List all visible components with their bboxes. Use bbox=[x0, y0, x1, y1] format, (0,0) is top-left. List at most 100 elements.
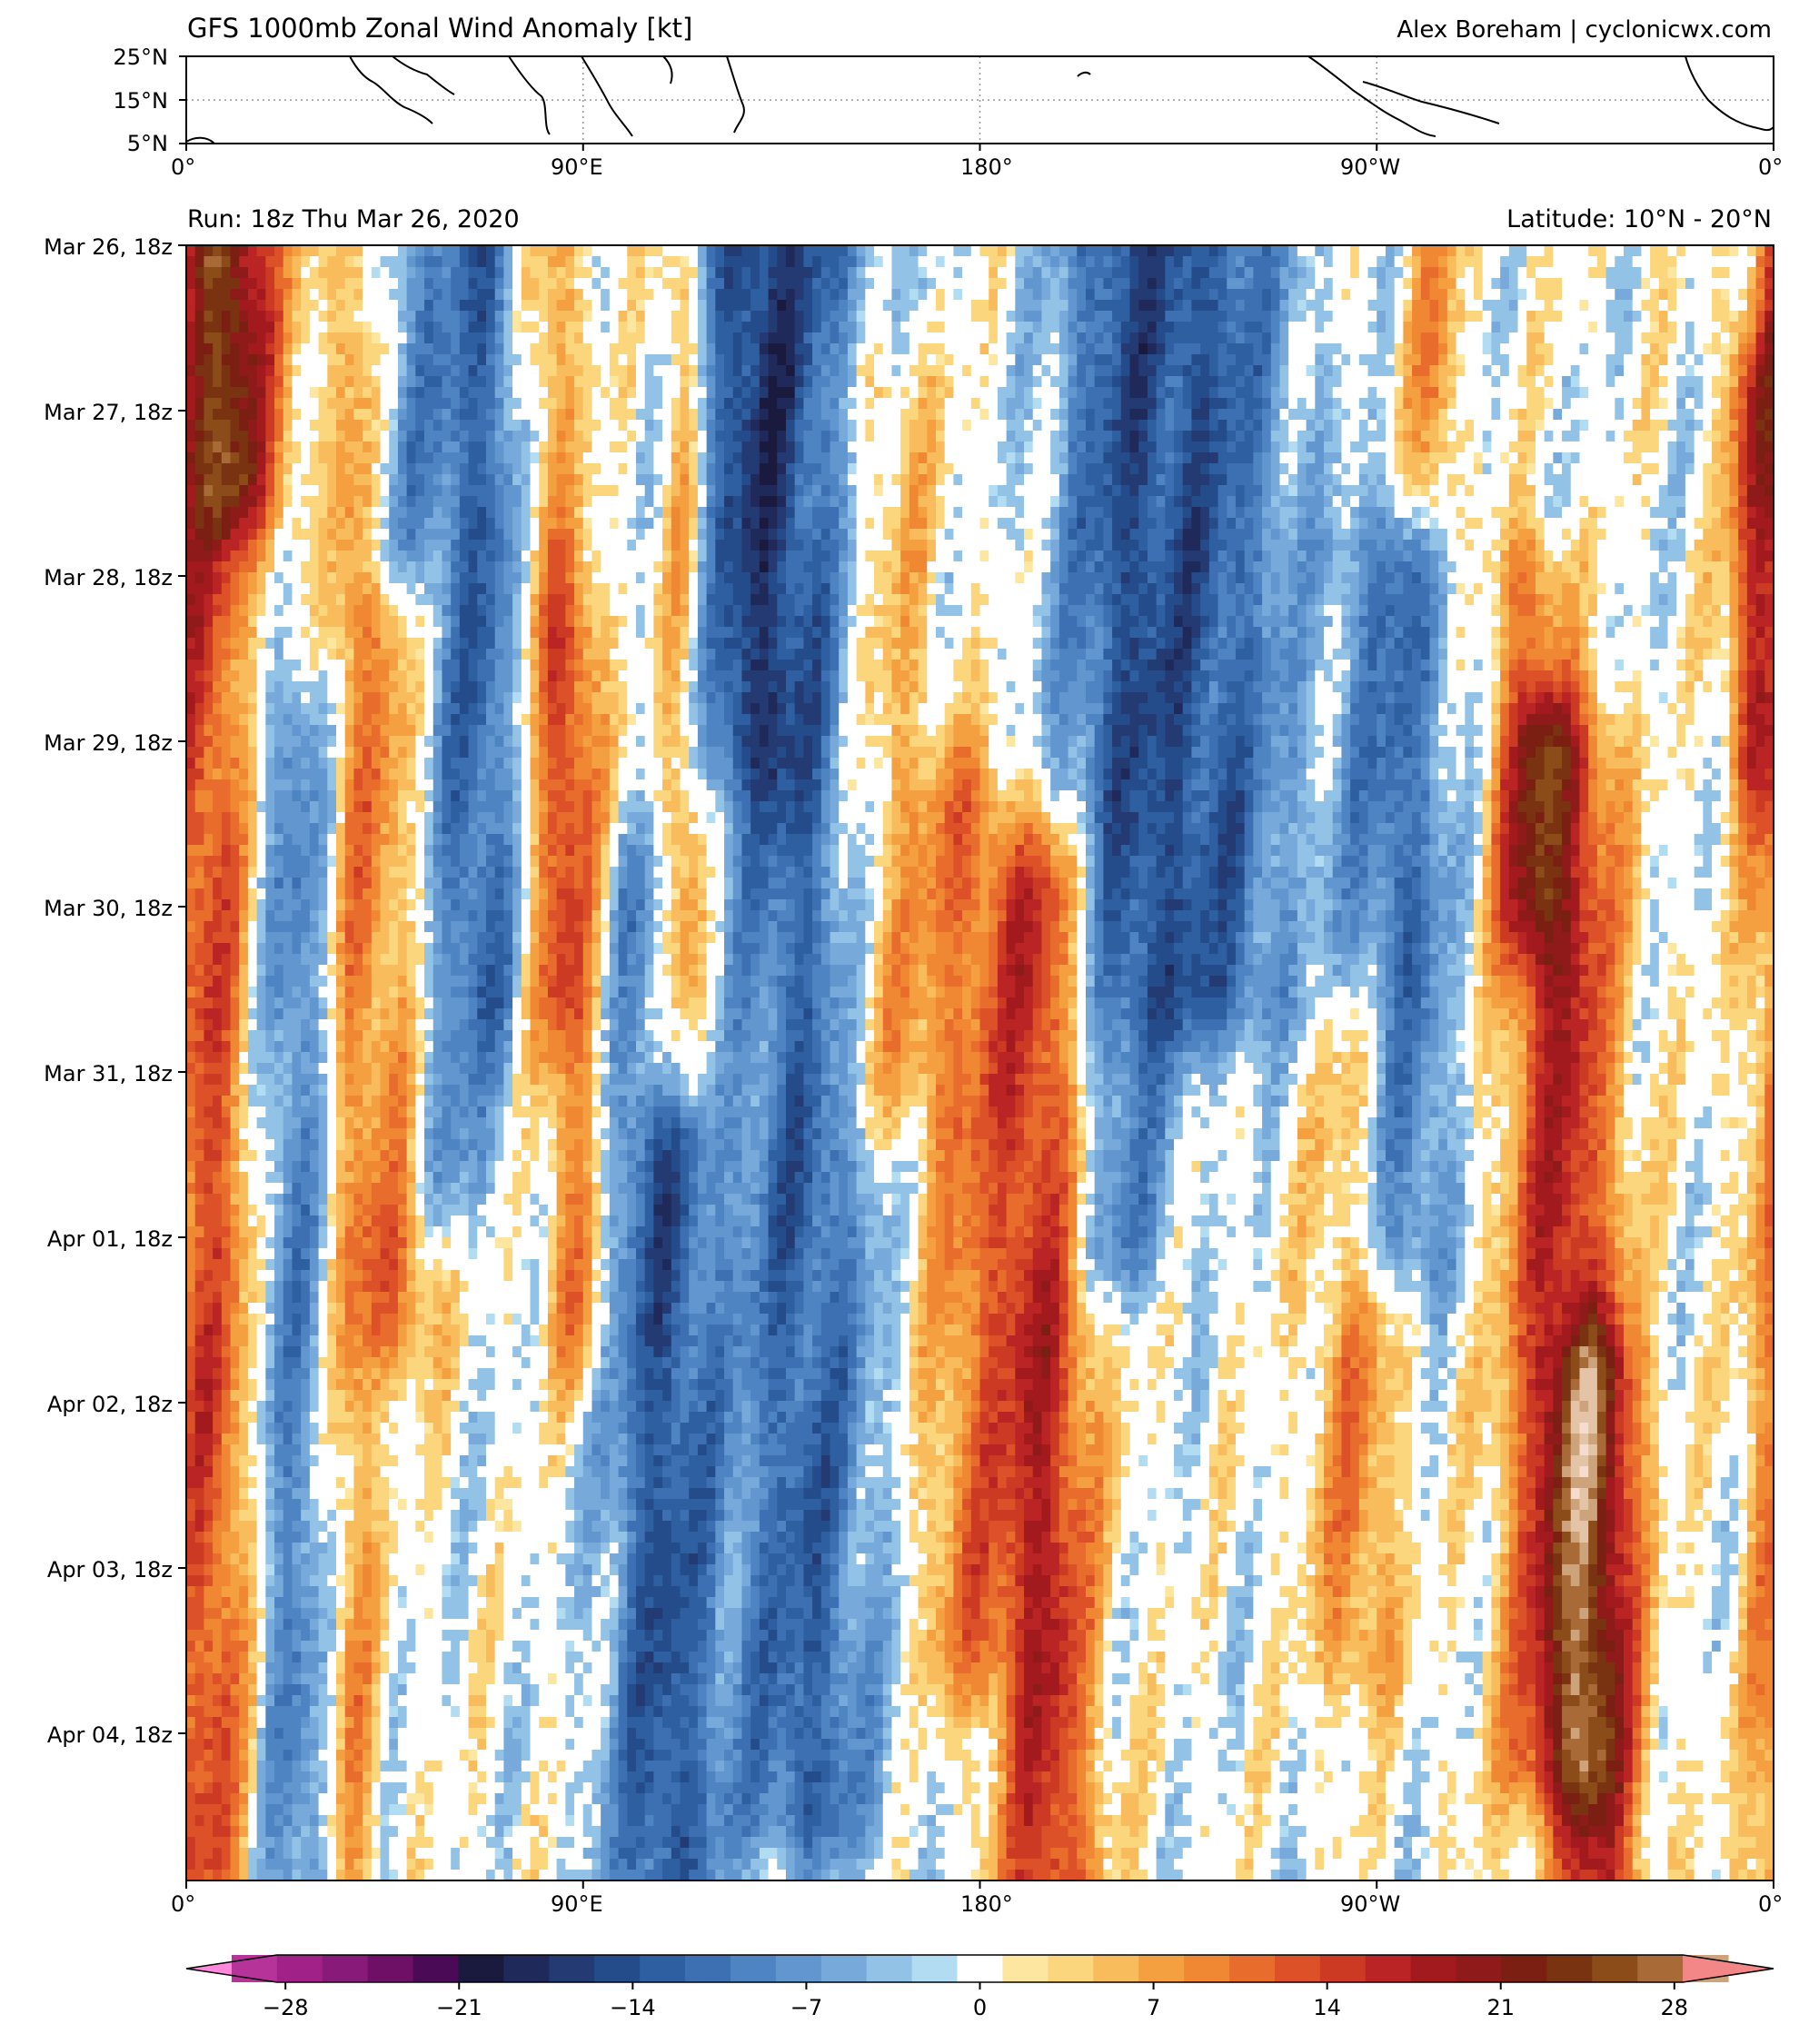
heatmap-cell bbox=[1236, 507, 1245, 519]
heatmap-cell bbox=[1395, 518, 1404, 530]
heatmap-cell bbox=[1447, 256, 1456, 268]
heatmap-cell bbox=[1641, 278, 1650, 290]
heatmap-cell bbox=[874, 463, 883, 475]
heatmap-cell bbox=[1333, 420, 1342, 432]
heatmap-cell bbox=[415, 343, 424, 355]
heatmap-cell bbox=[310, 529, 319, 541]
heatmap-cell bbox=[1218, 267, 1227, 279]
heatmap-cell bbox=[372, 332, 381, 344]
heatmap-cell bbox=[909, 529, 919, 541]
heatmap-cell bbox=[1157, 354, 1166, 366]
heatmap-cell bbox=[1121, 474, 1130, 486]
heatmap-cell bbox=[1165, 529, 1174, 541]
heatmap-cell bbox=[1588, 278, 1597, 290]
heatmap-cell bbox=[486, 420, 495, 432]
heatmap-cell bbox=[1615, 518, 1624, 530]
heatmap-cell bbox=[936, 322, 945, 333]
heatmap-cell bbox=[1112, 343, 1121, 355]
heatmap-cell bbox=[381, 540, 390, 551]
heatmap-cell bbox=[1307, 431, 1316, 442]
heatmap-cell bbox=[1641, 485, 1650, 497]
heatmap-cell bbox=[301, 354, 310, 366]
heatmap-cell bbox=[874, 485, 883, 497]
heatmap-cell bbox=[1307, 398, 1316, 410]
heatmap-cell bbox=[980, 420, 989, 432]
heatmap-cell bbox=[1148, 387, 1157, 399]
heatmap-cell bbox=[989, 256, 998, 268]
heatmap-cell bbox=[1227, 409, 1236, 421]
heatmap-cell bbox=[945, 332, 954, 344]
heatmap-cell bbox=[769, 409, 778, 421]
heatmap-cell bbox=[1465, 332, 1474, 344]
heatmap-cell bbox=[610, 322, 619, 333]
heatmap-cell bbox=[1112, 452, 1121, 464]
heatmap-cell bbox=[451, 300, 460, 312]
heatmap-cell bbox=[619, 267, 628, 279]
heatmap-cell bbox=[1253, 365, 1262, 377]
heatmap-cell bbox=[724, 409, 733, 421]
heatmap-cell bbox=[874, 431, 883, 442]
heatmap-cell bbox=[186, 518, 195, 530]
heatmap-cell bbox=[1624, 485, 1633, 497]
heatmap-cell bbox=[980, 463, 989, 475]
heatmap-cell bbox=[336, 267, 345, 279]
heatmap-cell bbox=[900, 300, 909, 312]
heatmap-cell bbox=[1227, 474, 1236, 486]
heatmap-cell bbox=[839, 311, 848, 322]
heatmap-cell bbox=[1447, 420, 1456, 432]
heatmap-cell bbox=[486, 518, 495, 530]
heatmap-cell bbox=[645, 463, 654, 475]
heatmap-cell bbox=[407, 518, 416, 530]
heatmap-cell bbox=[724, 354, 733, 366]
heatmap-cell bbox=[1650, 474, 1659, 486]
heatmap-cell bbox=[1262, 354, 1271, 366]
heatmap-cell bbox=[1377, 485, 1386, 497]
heatmap-cell bbox=[989, 398, 998, 410]
heatmap-cell bbox=[1050, 420, 1059, 432]
heatmap-cell bbox=[715, 442, 724, 453]
heatmap-cell bbox=[1395, 311, 1404, 322]
heatmap-cell bbox=[292, 365, 301, 377]
heatmap-cell bbox=[1571, 420, 1580, 432]
heatmap-cell bbox=[891, 289, 900, 301]
heatmap-cell bbox=[274, 245, 283, 257]
heatmap-cell bbox=[1015, 278, 1024, 290]
heatmap-cell bbox=[477, 343, 486, 355]
heatmap-cell bbox=[1103, 278, 1112, 290]
heatmap-cell bbox=[919, 245, 928, 257]
heatmap-cell bbox=[989, 507, 998, 519]
heatmap-cell bbox=[874, 474, 883, 486]
heatmap-cell bbox=[222, 409, 231, 421]
heatmap-cell bbox=[1474, 311, 1483, 322]
heatmap-cell bbox=[1474, 431, 1483, 442]
heatmap-cell bbox=[381, 245, 390, 257]
heatmap-cell bbox=[407, 322, 416, 333]
heatmap-cell bbox=[945, 409, 954, 421]
heatmap-cell bbox=[591, 529, 601, 541]
heatmap-cell bbox=[1024, 463, 1033, 475]
heatmap-cell bbox=[945, 452, 954, 464]
heatmap-cell bbox=[451, 365, 460, 377]
heatmap-cell bbox=[1262, 463, 1271, 475]
heatmap-cell bbox=[645, 267, 654, 279]
heatmap-cell bbox=[1288, 245, 1297, 257]
heatmap-cell bbox=[1474, 322, 1483, 333]
heatmap-cell bbox=[363, 442, 372, 453]
heatmap-cell bbox=[1129, 311, 1138, 322]
heatmap-cell bbox=[1456, 278, 1466, 290]
heatmap-cell bbox=[1395, 332, 1404, 344]
heatmap-cell bbox=[292, 507, 301, 519]
heatmap-cell bbox=[1015, 452, 1024, 464]
heatmap-cell bbox=[1474, 376, 1483, 388]
heatmap-cell bbox=[1421, 463, 1430, 475]
heatmap-cell bbox=[1597, 398, 1606, 410]
heatmap-cell bbox=[1465, 442, 1474, 453]
heatmap-cell bbox=[741, 496, 750, 508]
heatmap-cell bbox=[1545, 474, 1554, 486]
heatmap-cell bbox=[1421, 245, 1430, 257]
heatmap-cell bbox=[1597, 289, 1606, 301]
heatmap-cell bbox=[486, 256, 495, 268]
heatmap-cell bbox=[1491, 518, 1500, 530]
heatmap-cell bbox=[1157, 343, 1166, 355]
heatmap-cell bbox=[1553, 332, 1562, 344]
